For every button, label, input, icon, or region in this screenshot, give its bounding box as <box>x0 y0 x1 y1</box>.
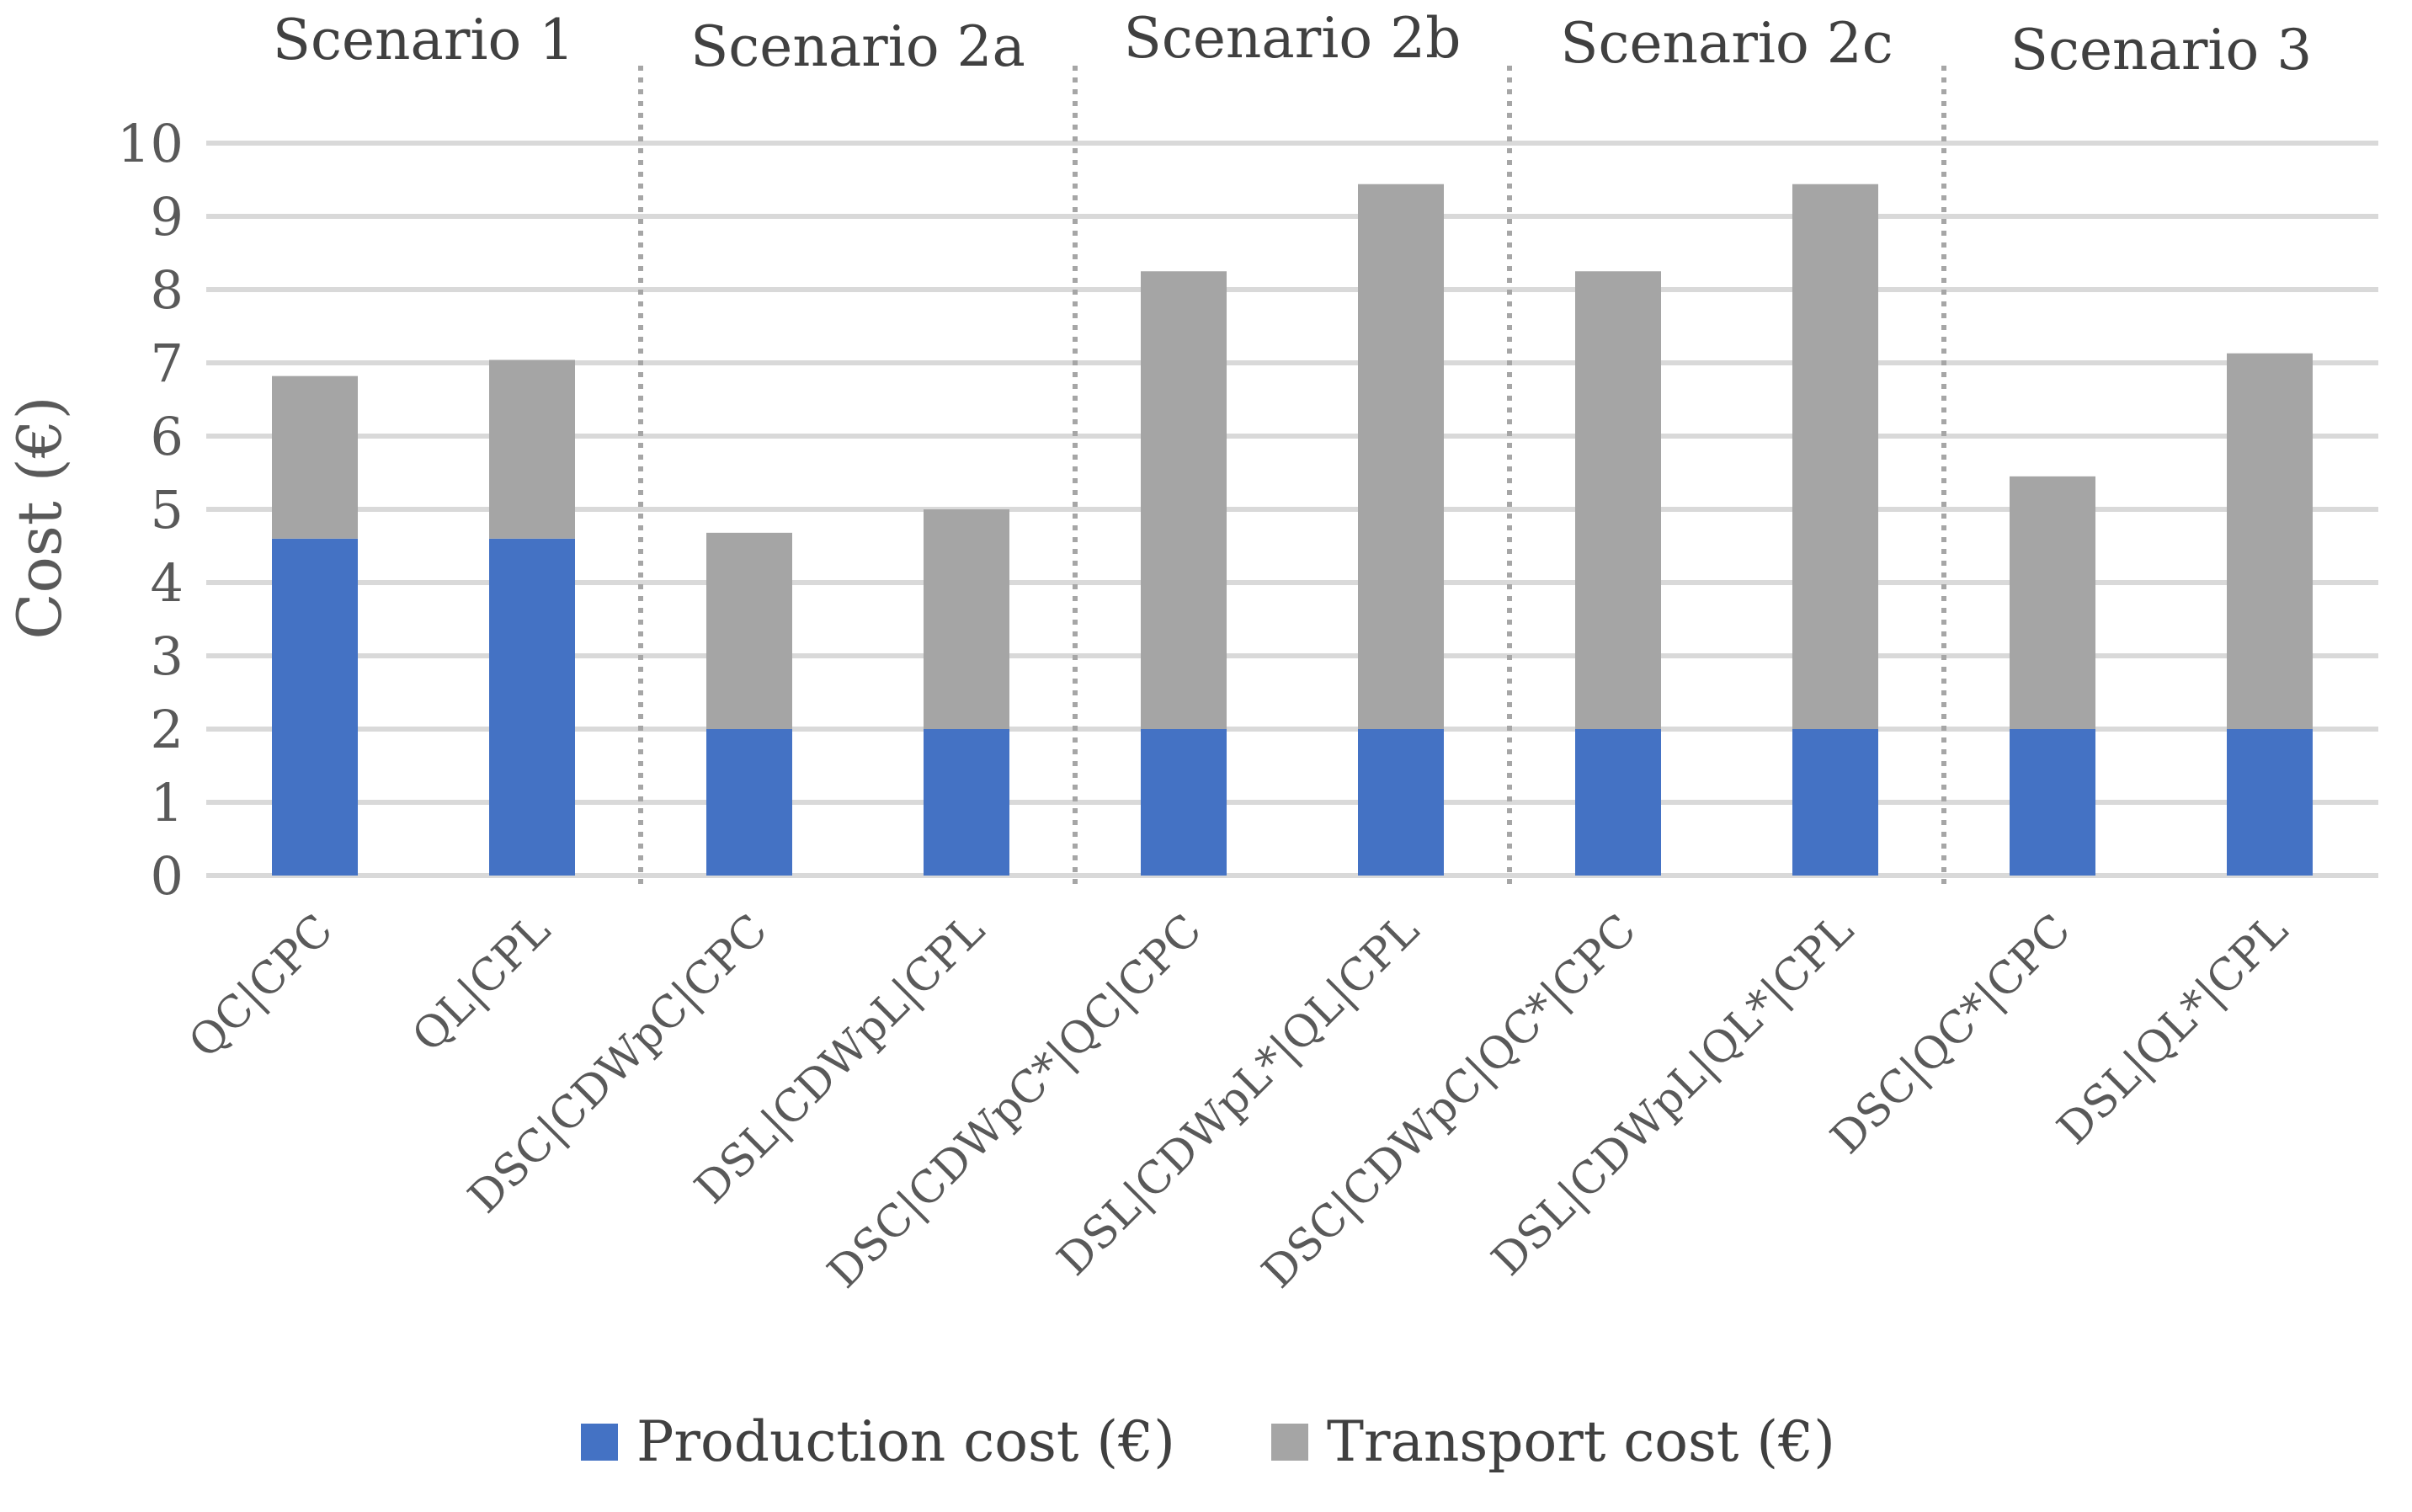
legend-swatch-production <box>581 1424 618 1461</box>
bar-production-4 <box>1141 729 1227 876</box>
bars <box>272 184 2313 876</box>
x-category-label: DSL|CDWpL*|QL|CPL <box>1048 905 1429 1286</box>
bar-production-1 <box>489 538 575 876</box>
legend-label-transport: Transport cost (€) <box>1327 1409 1835 1474</box>
bar-transport-4 <box>1141 271 1227 729</box>
bar-transport-3 <box>924 509 1009 729</box>
y-tick-label: 2 <box>151 699 184 760</box>
bar-transport-2 <box>706 532 792 729</box>
bar-production-0 <box>272 538 358 876</box>
x-axis-category-labels: QC|CPC QL|CPLDSC|CDWpC|CPCDSL|CDWpL|CPLDS… <box>179 905 2298 1298</box>
bar-transport-5 <box>1358 184 1444 730</box>
y-axis-title: Cost (€) <box>4 396 75 639</box>
scenario-label: Scenario 2c <box>1560 11 1893 76</box>
bar-production-8 <box>2010 729 2095 876</box>
bar-transport-0 <box>272 375 358 539</box>
y-tick-label: 4 <box>151 552 184 614</box>
x-category-label: DSL|CDWpL|QL*|CPL <box>1483 905 1863 1286</box>
bar-transport-7 <box>1792 184 1878 730</box>
y-tick-label: 3 <box>151 626 184 687</box>
scenario-label: Scenario 2b <box>1124 6 1462 71</box>
y-tick-label: 7 <box>151 333 184 394</box>
bar-transport-8 <box>2010 476 2095 729</box>
x-category-label: QL|CPL <box>403 905 561 1062</box>
scenario-label: Scenario 2a <box>690 14 1025 79</box>
bar-production-3 <box>924 729 1009 876</box>
legend-swatch-transport <box>1271 1424 1308 1461</box>
scenario-label: Scenario 1 <box>273 8 574 72</box>
bar-transport-6 <box>1575 271 1661 729</box>
bar-production-6 <box>1575 729 1661 876</box>
y-tick-label: 6 <box>151 406 184 467</box>
x-category-label: DSL|QL*|CPL <box>2048 905 2298 1155</box>
x-category-label: DSC|CDWpC|QC*|CPC <box>1253 905 1646 1298</box>
y-tick-label: 0 <box>151 845 184 907</box>
y-tick-label: 10 <box>117 113 184 174</box>
bar-production-5 <box>1358 729 1444 876</box>
y-tick-label: 1 <box>151 772 184 833</box>
scenario-dividers <box>638 66 1946 884</box>
x-category-label: DSC|CDWpC*|QC|CPC <box>818 905 1211 1298</box>
bar-transport-9 <box>2227 353 2313 729</box>
scenario-labels: Scenario 1 Scenario 2a Scenario 2b Scenario… <box>273 6 2312 83</box>
bar-production-2 <box>706 729 792 876</box>
bar-production-9 <box>2227 729 2313 876</box>
y-axis-ticks: 0 1 2 3 4 5 6 7 8 9 10 <box>117 113 184 907</box>
bar-transport-1 <box>489 359 575 539</box>
x-category-label: QC|CPC <box>179 905 343 1068</box>
y-tick-label: 9 <box>151 186 184 248</box>
x-category-label: DSC|QC*|CPC <box>1822 905 2081 1164</box>
bar-production-7 <box>1792 729 1878 876</box>
scenario-label: Scenario 3 <box>2010 18 2312 83</box>
y-tick-label: 5 <box>151 479 184 540</box>
legend: Production cost (€) Transport cost (€) <box>581 1409 1835 1474</box>
legend-label-production: Production cost (€) <box>636 1409 1175 1474</box>
y-tick-label: 8 <box>151 259 184 321</box>
